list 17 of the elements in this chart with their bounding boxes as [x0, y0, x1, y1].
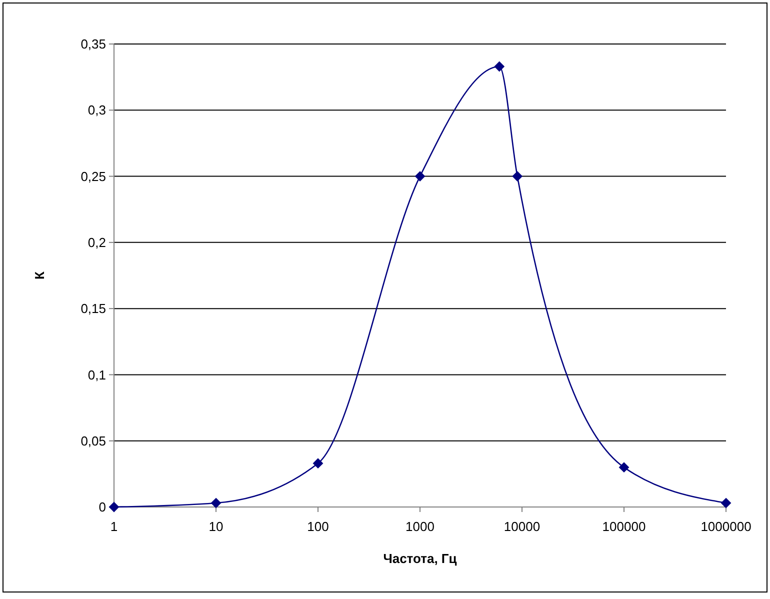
x-tick-label: 1000	[406, 519, 434, 534]
x-tick-label: 1	[110, 519, 118, 534]
x-tick-label: 10000	[504, 519, 540, 534]
y-tick-label: 0,05	[80, 433, 106, 448]
x-tick-label: 1000000	[700, 519, 752, 534]
x-tick-label: 100	[307, 519, 329, 534]
y-tick-label: 0,2	[88, 234, 106, 250]
x-tick-label: 100000	[602, 519, 646, 534]
y-axis-title: К	[32, 271, 47, 280]
y-tick-label: 0,1	[88, 367, 106, 382]
y-tick-label: 0,25	[80, 168, 106, 184]
y-tick-label: 0,15	[80, 301, 106, 316]
y-tick-label: 0,3	[88, 102, 106, 118]
y-tick-label: 0	[98, 500, 106, 515]
y-tick-label: 0,35	[80, 36, 106, 52]
x-tick-label: 10	[208, 519, 224, 534]
x-axis-title: Частота, Гц	[383, 551, 457, 566]
